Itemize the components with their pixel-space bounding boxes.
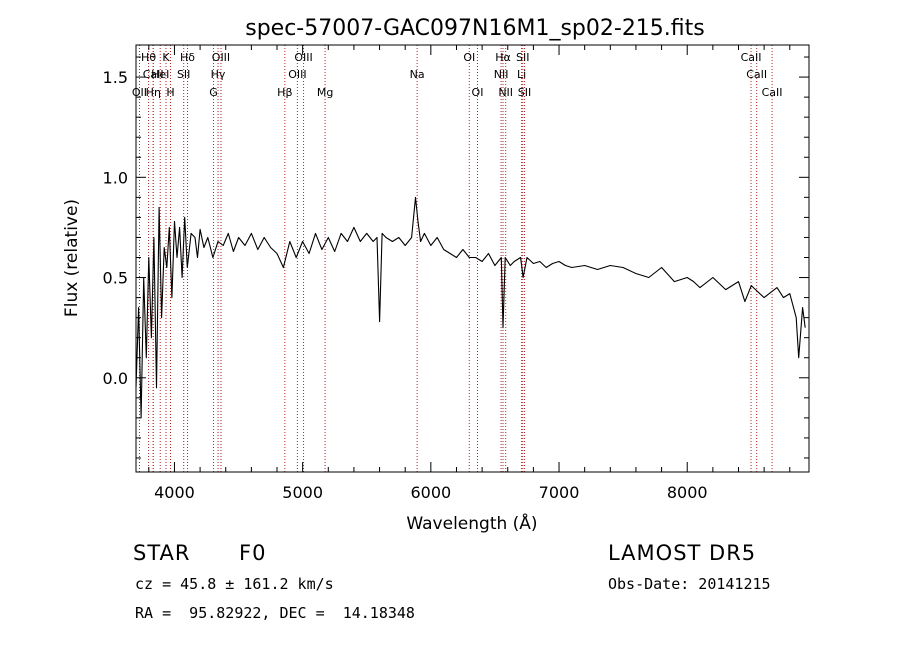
marker-label-21: NII — [498, 86, 513, 99]
x-tick-label-1: 5000 — [282, 483, 323, 502]
y-axis-ticks: 0.0 0.5 1.0 1.5 — [103, 56, 809, 459]
marker-label-0: Hθ — [141, 51, 156, 64]
y-axis-label: Flux (relative) — [62, 199, 82, 317]
x-tick-label-2: 6000 — [410, 483, 451, 502]
marker-label-13: OIII — [288, 68, 306, 81]
marker-label-17: OI — [463, 51, 475, 64]
x-tick-label-0: 4000 — [154, 483, 195, 502]
x-tick-label-4: 8000 — [667, 483, 708, 502]
marker-label-12: OIII — [294, 51, 312, 64]
marker-label-19: Hα — [495, 51, 511, 64]
marker-label-5: HeI — [151, 68, 169, 81]
marker-label-24: SII — [518, 86, 531, 99]
marker-label-15: Mg — [317, 86, 333, 99]
marker-label-7: Hδ — [180, 51, 195, 64]
redshift-readout: cz = 45.8 ± 161.2 km/s — [135, 575, 334, 593]
marker-label-20: NII — [494, 68, 509, 81]
marker-label-1: CaII — [143, 68, 164, 81]
marker-label-8: SII — [177, 68, 190, 81]
plot-frame — [135, 44, 810, 473]
x-tick-label-3: 7000 — [539, 483, 580, 502]
marker-label-4: K — [162, 51, 170, 64]
marker-label-25: CaII — [741, 51, 762, 64]
y-tick-label-2: 1.0 — [103, 168, 128, 187]
marker-label-3: Hη — [146, 86, 161, 99]
marker-label-16: Na — [410, 68, 425, 81]
subclass: F0 — [239, 541, 267, 565]
object-class: STAR — [133, 541, 191, 565]
y-tick-label-0: 0.0 — [103, 369, 128, 388]
marker-label-26: CaII — [746, 68, 767, 81]
observation-date: Obs-Date: 20141215 — [608, 575, 771, 593]
marker-label-10: Hγ — [211, 68, 226, 81]
survey-name: LAMOST DR5 — [608, 541, 757, 565]
marker-label-18: OI — [472, 86, 484, 99]
marker-label-14: Hβ — [277, 86, 292, 99]
chart-title: spec-57007-GAC097N16M1_sp02-215.fits — [245, 16, 705, 41]
y-tick-label-1: 0.5 — [103, 269, 128, 288]
marker-label-23: Li — [517, 68, 526, 81]
marker-label-9: OIII — [212, 51, 230, 64]
coordinates-readout: RA = 95.82922, DEC = 14.18348 — [135, 604, 415, 622]
x-axis-ticks: 4000 5000 6000 7000 8000 — [148, 45, 791, 502]
spectral-line-markers — [138, 45, 773, 472]
marker-label-22: SII — [516, 51, 529, 64]
marker-label-6: H — [166, 86, 174, 99]
spectrum-line — [135, 196, 806, 419]
marker-label-27: CaII — [762, 86, 783, 99]
marker-label-11: G — [209, 86, 218, 99]
y-tick-label-3: 1.5 — [103, 68, 128, 87]
x-axis-label: Wavelength (Å) — [406, 512, 537, 534]
